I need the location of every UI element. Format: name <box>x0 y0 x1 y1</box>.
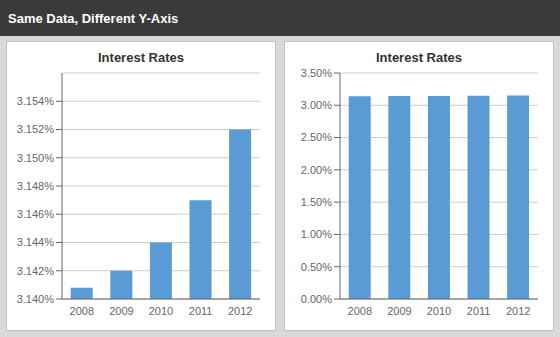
svg-text:3.140%: 3.140% <box>17 293 55 305</box>
svg-text:1.00%: 1.00% <box>301 228 332 240</box>
svg-text:2010: 2010 <box>149 305 173 317</box>
svg-text:3.152%: 3.152% <box>17 123 55 135</box>
svg-text:2008: 2008 <box>70 305 94 317</box>
svg-text:3.50%: 3.50% <box>301 67 332 79</box>
html-text:Interest Rates: Interest Rates <box>98 50 184 65</box>
svg-text:3.142%: 3.142% <box>17 265 55 277</box>
svg-text:2012: 2012 <box>506 305 530 317</box>
html-text:Interest Rates: Interest Rates <box>376 50 462 65</box>
svg-text:2011: 2011 <box>467 305 491 317</box>
svg-text:3.150%: 3.150% <box>17 152 55 164</box>
svg-text:3.148%: 3.148% <box>17 180 55 192</box>
svg-text:3.00%: 3.00% <box>301 99 332 111</box>
svg-text:2012: 2012 <box>228 305 252 317</box>
svg-text:2.00%: 2.00% <box>301 164 332 176</box>
svg-text:3.154%: 3.154% <box>17 95 55 107</box>
svg-text:2009: 2009 <box>387 305 411 317</box>
svg-text:0.00%: 0.00% <box>301 293 332 305</box>
svg-text:2011: 2011 <box>189 305 213 317</box>
html-text:Same Data, Different Y-Axis: Same Data, Different Y-Axis <box>8 10 179 26</box>
svg-text:3.144%: 3.144% <box>17 236 55 248</box>
svg-text:1.50%: 1.50% <box>301 196 332 208</box>
svg-text:2010: 2010 <box>427 305 451 317</box>
svg-text:2009: 2009 <box>109 305 133 317</box>
svg-text:2.50%: 2.50% <box>301 131 332 143</box>
svg-text:3.146%: 3.146% <box>17 208 55 220</box>
svg-text:2008: 2008 <box>348 305 372 317</box>
svg-text:0.50%: 0.50% <box>301 261 332 273</box>
